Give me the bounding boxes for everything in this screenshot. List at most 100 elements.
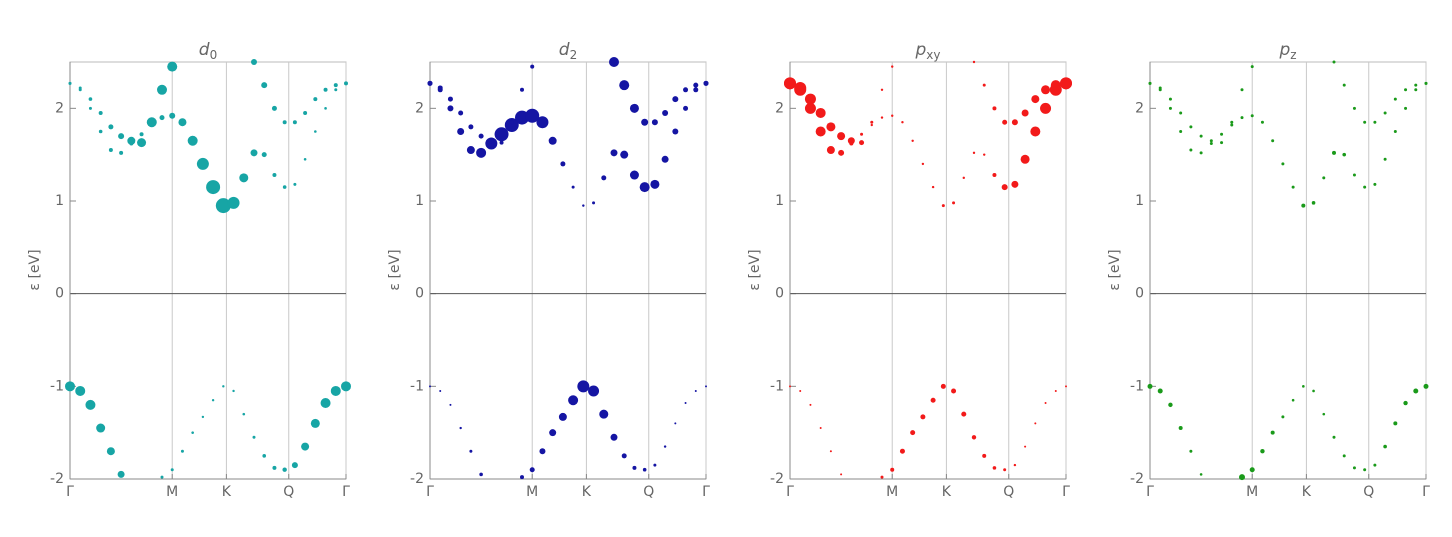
band-point <box>169 112 176 119</box>
band-point <box>1302 385 1305 388</box>
band-point <box>901 121 904 124</box>
band-point <box>840 473 843 476</box>
band-point <box>826 122 836 132</box>
band-point <box>1363 185 1367 189</box>
x-tick-label: K <box>1302 484 1312 500</box>
x-tick-label: K <box>582 484 592 500</box>
band-point <box>815 107 826 118</box>
band-point <box>1352 173 1356 177</box>
band-point <box>1199 151 1203 155</box>
band-point <box>1034 422 1037 425</box>
band-point <box>560 161 566 167</box>
band-point <box>206 180 221 195</box>
band-point <box>1424 81 1428 85</box>
y-axis-label: ε [eV] <box>27 249 43 290</box>
band-point <box>488 138 494 144</box>
band-point <box>1383 111 1387 115</box>
y-tick-label: 1 <box>1135 193 1144 209</box>
band-point <box>447 96 453 102</box>
band-point <box>499 140 504 145</box>
y-tick-label: 2 <box>55 100 64 116</box>
band-point <box>693 82 699 88</box>
band-point <box>1209 142 1213 146</box>
band-point <box>1040 102 1052 114</box>
band-point <box>847 137 855 145</box>
band-point <box>1060 77 1072 90</box>
band-point <box>1281 415 1285 419</box>
y-tick-label: 0 <box>55 286 64 302</box>
band-point <box>1168 97 1172 101</box>
band-point <box>632 465 637 470</box>
band-point <box>65 381 75 392</box>
band-point <box>437 85 443 91</box>
band-point <box>577 380 590 393</box>
band-point <box>819 427 822 430</box>
band-point <box>520 475 524 480</box>
band-point <box>549 429 557 437</box>
band-point <box>272 465 277 470</box>
y-tick-label: 2 <box>775 100 784 116</box>
band-point <box>1189 125 1193 129</box>
title-subscript: 2 <box>570 48 578 62</box>
band-point <box>529 467 535 473</box>
band-point <box>167 61 178 72</box>
band-point <box>1249 467 1255 473</box>
band-point <box>651 119 658 126</box>
band-point <box>642 467 647 472</box>
band-point <box>592 201 596 205</box>
band-point <box>952 201 956 205</box>
band-point <box>341 381 351 392</box>
band-point <box>108 124 114 130</box>
band-point <box>961 411 967 417</box>
band-point <box>108 148 113 153</box>
band-point <box>1020 154 1030 164</box>
band-point <box>1065 385 1067 388</box>
band-point <box>178 118 187 127</box>
band-point <box>663 445 667 448</box>
band-point <box>1383 157 1387 161</box>
band-point <box>88 106 92 110</box>
band-point <box>520 87 524 92</box>
title-main: d <box>559 40 570 60</box>
y-tick-label: 2 <box>415 100 424 116</box>
band-point <box>601 175 607 181</box>
x-tick-label: K <box>942 484 952 500</box>
band-point <box>661 155 669 163</box>
band-point <box>1240 88 1244 92</box>
band-point <box>1147 383 1153 389</box>
band-point <box>899 448 905 454</box>
band-point <box>992 466 997 470</box>
band-point <box>804 102 816 114</box>
band-point <box>674 422 677 425</box>
band-point <box>982 83 986 87</box>
band-point <box>931 185 935 189</box>
band-point <box>571 185 575 189</box>
band-point <box>333 83 338 88</box>
band-point <box>262 454 267 458</box>
band-point <box>1414 83 1418 87</box>
band-point <box>85 399 96 410</box>
panel-title: pxy <box>915 40 941 62</box>
band-point <box>1393 130 1397 133</box>
band-point <box>641 118 649 126</box>
y-axis-label: ε [eV] <box>387 249 403 290</box>
band-point <box>457 128 465 135</box>
y-tick-label: -2 <box>1130 471 1144 487</box>
band-point <box>485 137 498 150</box>
band-point <box>1230 123 1234 127</box>
band-point <box>291 462 298 469</box>
y-tick-label: 2 <box>1135 100 1144 116</box>
band-point <box>469 449 473 453</box>
band-point <box>478 133 484 139</box>
y-tick-label: -2 <box>50 471 64 487</box>
panel-title: d0 <box>199 40 217 62</box>
band-point <box>1024 445 1027 448</box>
band-point <box>599 409 609 419</box>
band-point <box>1414 88 1418 92</box>
band-point <box>187 135 198 146</box>
x-tick-label: M <box>526 484 538 500</box>
band-point <box>261 152 267 158</box>
panel-title: d2 <box>559 40 577 62</box>
band-point <box>303 110 308 115</box>
